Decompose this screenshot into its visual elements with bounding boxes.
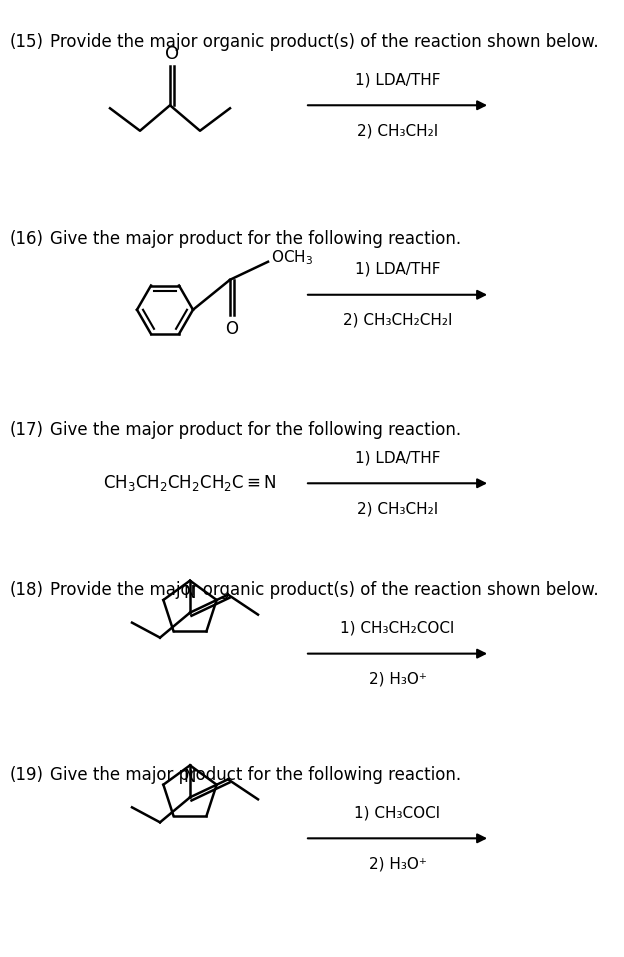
Text: Give the major product for the following reaction.: Give the major product for the following… [50, 766, 461, 784]
Text: 1) CH₃CH₂COCl: 1) CH₃CH₂COCl [340, 621, 455, 635]
Text: 1) LDA/THF: 1) LDA/THF [355, 73, 441, 87]
Text: (19): (19) [10, 766, 44, 784]
Text: Give the major product for the following reaction.: Give the major product for the following… [50, 421, 461, 439]
Text: (15): (15) [10, 33, 44, 51]
Text: Give the major product for the following reaction.: Give the major product for the following… [50, 230, 461, 248]
Text: 2) H₃O⁺: 2) H₃O⁺ [369, 672, 426, 686]
Text: O: O [225, 320, 238, 338]
Text: 1) CH₃COCl: 1) CH₃COCl [354, 806, 441, 820]
Text: 1) LDA/THF: 1) LDA/THF [355, 262, 441, 277]
Text: 2) CH₃CH₂I: 2) CH₃CH₂I [357, 501, 438, 516]
Text: 2) H₃O⁺: 2) H₃O⁺ [369, 857, 426, 871]
Text: N: N [183, 768, 197, 787]
Text: N: N [183, 584, 197, 602]
Text: (17): (17) [10, 421, 44, 439]
Text: CH$_3$CH$_2$CH$_2$CH$_2$C$\equiv$N: CH$_3$CH$_2$CH$_2$CH$_2$C$\equiv$N [103, 474, 277, 493]
Text: Provide the major organic product(s) of the reaction shown below.: Provide the major organic product(s) of … [50, 33, 598, 51]
Text: (16): (16) [10, 230, 44, 248]
Text: 2) CH₃CH₂CH₂I: 2) CH₃CH₂CH₂I [343, 313, 452, 327]
Text: Provide the major organic product(s) of the reaction shown below.: Provide the major organic product(s) of … [50, 581, 598, 599]
Text: 1) LDA/THF: 1) LDA/THF [355, 451, 441, 465]
Text: OCH$_3$: OCH$_3$ [271, 249, 313, 267]
Text: (18): (18) [10, 581, 44, 599]
Text: 2) CH₃CH₂I: 2) CH₃CH₂I [357, 123, 438, 138]
Text: O: O [165, 45, 179, 63]
